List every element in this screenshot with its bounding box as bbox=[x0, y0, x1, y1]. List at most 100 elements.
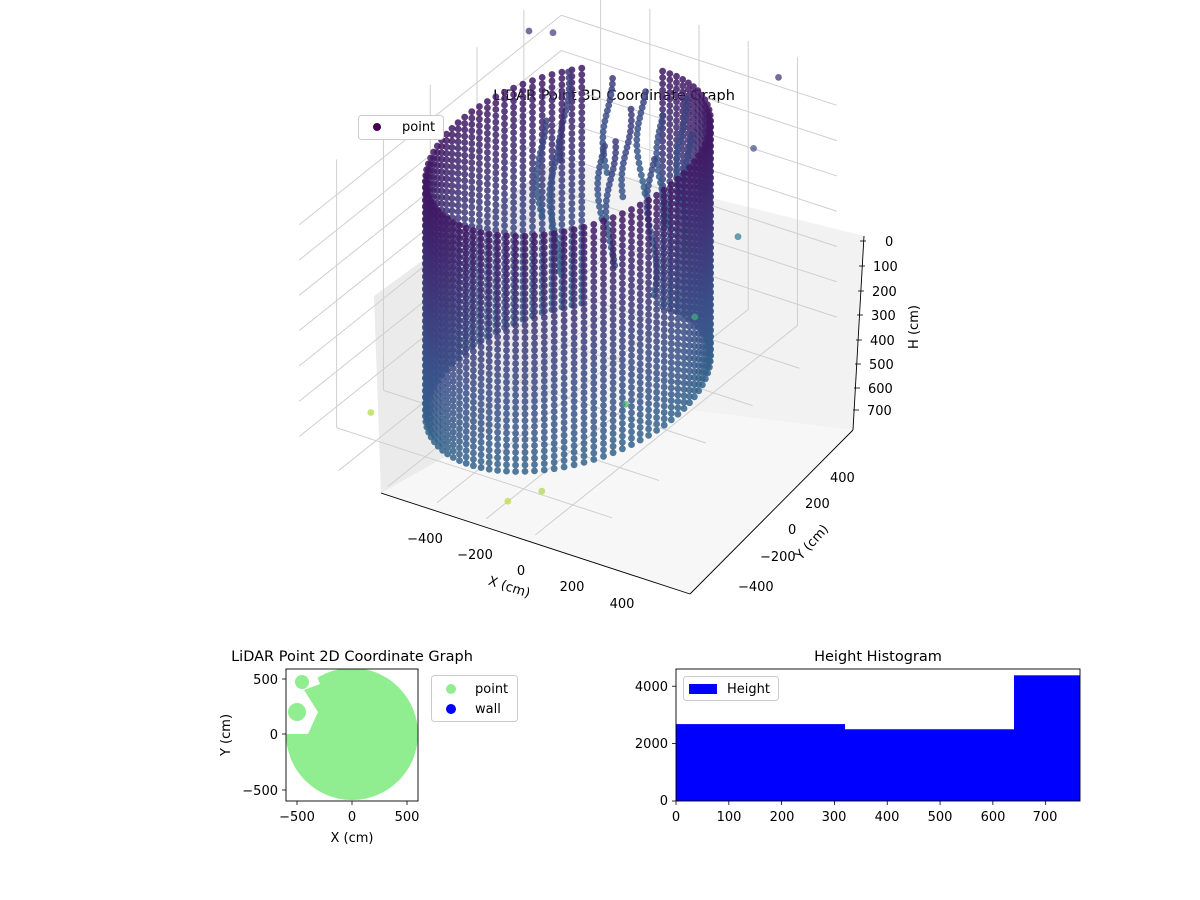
lidar-point bbox=[560, 381, 568, 388]
lidar-point bbox=[534, 193, 542, 201]
lidar-point bbox=[521, 340, 529, 348]
lidar-point bbox=[501, 101, 508, 109]
lidar-point bbox=[558, 221, 566, 228]
lidar-point bbox=[653, 395, 660, 402]
lidar-point bbox=[684, 153, 691, 160]
lidar-outlier bbox=[549, 29, 557, 37]
lidar-point bbox=[633, 136, 641, 144]
lidar-point bbox=[568, 174, 576, 182]
lidar-point bbox=[462, 434, 470, 442]
lidar-point bbox=[674, 182, 682, 189]
lidar-point bbox=[462, 339, 470, 346]
lidar-point bbox=[461, 132, 469, 140]
lidar-point bbox=[548, 71, 556, 78]
lidar-point bbox=[477, 407, 485, 414]
lidar-point bbox=[548, 147, 556, 155]
lidar-point bbox=[521, 429, 529, 437]
lidar-point bbox=[470, 443, 477, 450]
lidar-point bbox=[550, 420, 558, 428]
lidar-point bbox=[550, 401, 558, 409]
lidar-point bbox=[653, 382, 660, 390]
lidar-point bbox=[645, 317, 652, 325]
lidar-point bbox=[686, 399, 693, 407]
lidar-point bbox=[430, 148, 437, 156]
lidar-point bbox=[494, 422, 501, 430]
lidar-point bbox=[580, 331, 588, 339]
lidar-outlier bbox=[750, 145, 757, 152]
lidar-point bbox=[590, 341, 598, 349]
lidar-point bbox=[678, 128, 686, 136]
lidar-point bbox=[485, 237, 493, 244]
lidar-point bbox=[456, 272, 463, 280]
lidar-point bbox=[609, 334, 617, 342]
lidar-point bbox=[600, 446, 607, 454]
lidar-point bbox=[590, 386, 598, 393]
lidar-point bbox=[540, 434, 548, 442]
lidar-point bbox=[612, 138, 619, 145]
lidar-point bbox=[707, 117, 714, 124]
lidar-point bbox=[456, 317, 463, 325]
lidar-point bbox=[706, 128, 713, 136]
lidar-point bbox=[503, 372, 510, 380]
lidar-point bbox=[538, 212, 546, 219]
lidar-point bbox=[485, 281, 493, 289]
lidar-point bbox=[550, 249, 558, 256]
lidar-point bbox=[560, 234, 568, 242]
lidar-point bbox=[529, 115, 536, 123]
z-tick-label: 200 bbox=[872, 285, 897, 300]
lidar-point bbox=[529, 223, 536, 231]
lidar-point bbox=[666, 171, 674, 179]
lidar-point bbox=[628, 390, 635, 398]
lidar-point bbox=[653, 191, 660, 199]
lidar-point bbox=[686, 265, 693, 273]
lidar-point bbox=[512, 258, 519, 266]
lidar-point bbox=[444, 317, 451, 324]
lidar-point bbox=[485, 440, 493, 448]
lidar-point bbox=[550, 312, 558, 320]
lidar-point bbox=[456, 349, 463, 356]
lidar-point bbox=[461, 215, 469, 223]
lidar-point bbox=[609, 220, 617, 228]
lidar-point bbox=[636, 296, 644, 304]
lidar-point bbox=[448, 207, 456, 215]
lidar-point bbox=[680, 367, 688, 374]
lidar-point bbox=[685, 79, 692, 87]
lidar-point bbox=[691, 209, 698, 216]
lidar-point bbox=[619, 356, 626, 364]
lidar-point bbox=[494, 301, 501, 309]
lidar-point bbox=[673, 166, 681, 174]
lidar-point bbox=[433, 142, 441, 150]
lidar-point bbox=[449, 352, 457, 360]
lidar-point bbox=[470, 462, 477, 470]
lidar-point bbox=[444, 342, 451, 350]
lidar-point bbox=[470, 227, 477, 235]
lidar-point bbox=[529, 77, 536, 84]
lidar-point bbox=[691, 272, 698, 280]
lidar-point bbox=[560, 463, 568, 471]
lidar-point bbox=[674, 207, 682, 215]
lidar-point bbox=[531, 321, 538, 329]
point-cluster bbox=[295, 675, 309, 689]
lidar-point bbox=[443, 181, 450, 189]
lidar-point bbox=[443, 188, 450, 195]
lidar-point bbox=[659, 106, 666, 113]
lidar-point bbox=[674, 347, 682, 355]
lidar-point bbox=[448, 188, 456, 196]
lidar-point bbox=[628, 111, 635, 119]
lidar-point bbox=[519, 144, 527, 152]
lidar-point bbox=[470, 455, 477, 463]
lidar-point bbox=[673, 98, 680, 106]
lidar-point bbox=[449, 384, 457, 391]
lidar-point bbox=[680, 354, 688, 362]
lidar-point bbox=[485, 243, 493, 251]
lidar-point bbox=[531, 384, 538, 392]
lidar-point bbox=[600, 294, 607, 301]
lidar-point bbox=[510, 91, 517, 98]
lidar-point bbox=[667, 181, 675, 189]
lidar-point bbox=[533, 182, 541, 190]
lidar-point bbox=[439, 427, 446, 435]
lidar-point bbox=[681, 112, 689, 120]
lidar-point bbox=[674, 321, 682, 329]
lidar-point bbox=[439, 249, 446, 257]
lidar-point bbox=[521, 232, 529, 240]
